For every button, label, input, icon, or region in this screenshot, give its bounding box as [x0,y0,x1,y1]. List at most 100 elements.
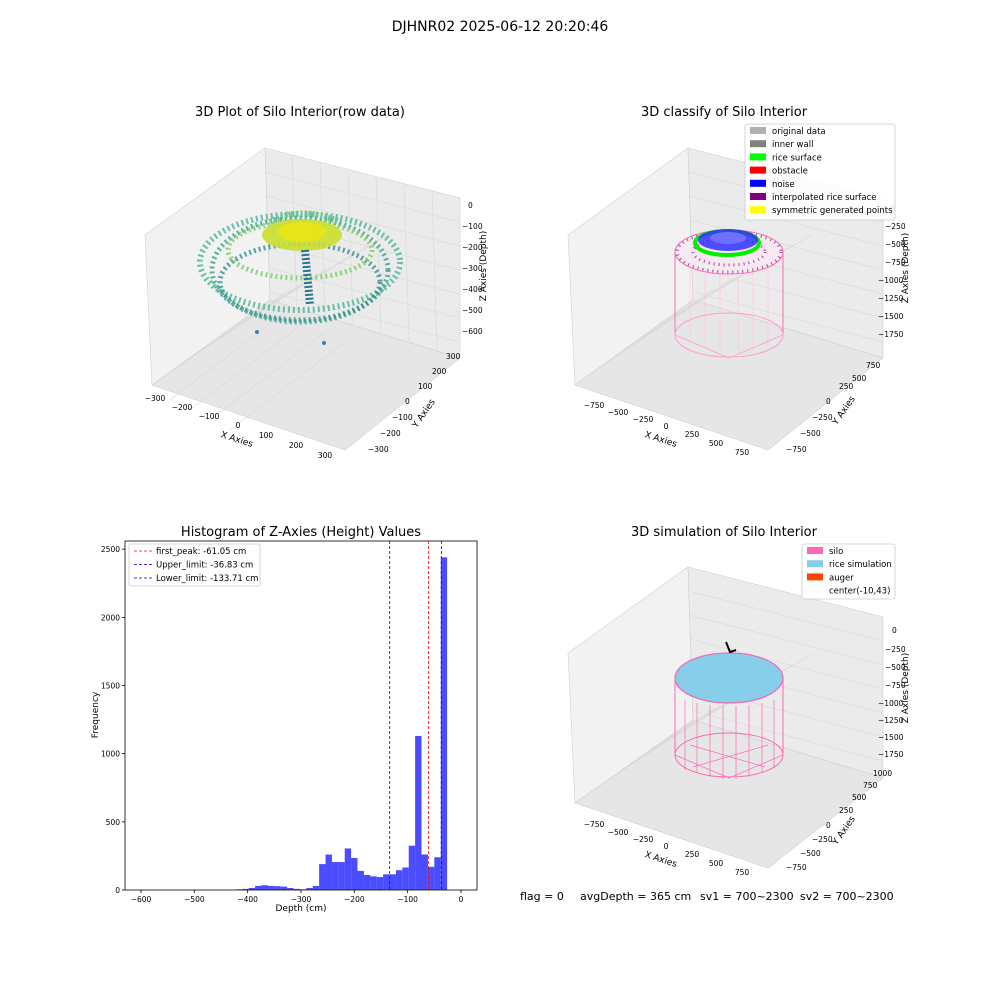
x-tick: −100 [199,412,220,421]
y-tick: 300 [446,352,461,361]
sv1-text: sv1 = 700~2300 [700,890,794,903]
histogram-bar [344,848,352,890]
histogram-bar [331,862,339,890]
panel-sim-x-label: X Axies [643,850,678,870]
z-tick: −750 [885,681,906,690]
y-tick: 750 [863,781,878,790]
panel-histogram: Histogram of Z-Axies (Height) Values −60… [91,525,478,914]
legend-swatch [807,573,823,581]
y-tick: −300 [368,445,389,454]
legend-label: Upper_limit: -36.83 cm [156,561,253,571]
panel-raw-y-ticks: −300 −200 −100 0 100 200 300 [368,352,461,454]
histogram-bar [440,557,448,890]
y-tick: 200 [432,367,447,376]
panel-classify-y-label: Y Axies [830,394,858,427]
y-tick: −500 [800,429,821,438]
x-tick-label: −100 [397,895,418,904]
legend-label: center(-10,43) [829,587,890,597]
panel-raw-pointcloud [197,210,403,345]
z-tick: −1250 [878,716,904,725]
z-tick: −200 [462,243,483,252]
figure-title: DJHNR02 2025-06-12 20:20:46 [392,19,609,35]
x-tick: 0 [664,842,669,851]
histogram-bar [235,889,243,890]
histogram-bar [427,866,435,890]
y-tick: 500 [852,374,867,383]
z-tick: −1000 [878,699,904,708]
y-tick: −500 [800,849,821,858]
y-tick: −250 [812,413,833,422]
y-tick-label: 0 [115,886,120,895]
histogram-y-ticks: 0 500 1000 1500 2000 2500 [101,545,125,895]
avg-depth-text: avgDepth = 365 cm [580,890,691,903]
panel-raw-x-ticks: −300 −200 −100 0 100 200 300 [145,394,333,460]
histogram-bar [299,889,307,890]
auger-icon [725,641,737,654]
panel-classify-legend: original data inner wall rice surface obsta… [744,123,896,221]
legend-label: silo [829,547,843,557]
legend-label: inner wall [772,140,813,150]
z-tick: 0 [892,626,897,635]
sv2-text: sv2 = 700~2300 [800,890,894,903]
x-tick: 0 [664,422,669,431]
panel-classify-x-ticks: −750 −500 −250 0 250 500 750 [584,401,750,457]
x-tick: −500 [608,828,629,837]
legend-label: symmetric generated points [772,206,893,216]
histogram-bar [280,886,288,890]
panel-sim-x-ticks: −750 −500 −250 0 250 500 750 [584,820,750,877]
histogram-title: Histogram of Z-Axies (Height) Values [181,525,421,540]
panel-classify-3d: 3D classify of Silo Interior [567,105,911,457]
legend-label: auger [829,573,854,583]
y-tick: 250 [839,382,854,391]
x-tick-label: −400 [237,895,258,904]
x-tick: −750 [584,401,605,410]
z-tick: −500 [462,306,483,315]
y-tick: 1000 [873,769,892,778]
x-tick: −250 [633,835,654,844]
y-tick: 0 [826,397,831,406]
legend-label: first_peak: -61.05 cm [156,547,246,557]
y-tick: 0 [826,821,831,830]
x-tick: 750 [735,448,750,457]
z-tick: −1250 [878,294,904,303]
histogram-bar [389,874,396,890]
histogram-x-label: Depth (cm) [275,904,326,914]
legend-swatch [750,193,766,200]
panel-raw-title: 3D Plot of Silo Interior(row data) [195,105,405,120]
y-tick: 750 [866,361,881,370]
legend-swatch [750,166,766,174]
x-tick-label: −500 [184,895,205,904]
legend-swatch [807,560,823,568]
histogram-legend: first_peak: -61.05 cm Upper_limit: -36.83… [128,543,261,587]
x-tick: 100 [259,431,274,440]
panel-sim-z-label: Z Axies (Depth) [901,653,911,724]
histogram-bar [325,854,332,890]
legend-swatch [750,127,766,134]
x-tick: 0 [236,421,241,430]
y-tick-label: 1500 [101,682,120,691]
legend-label: rice simulation [829,560,892,570]
histogram-bar [376,877,384,890]
x-tick: −300 [145,394,166,403]
legend-label: original data [772,127,826,137]
histogram-lines [389,541,442,890]
legend-label: interpolated rice surface [772,193,877,203]
x-tick: 250 [685,850,700,859]
panel-classify-y-ticks: −750 −500 −250 0 250 500 750 [786,361,881,454]
histogram-bar [408,845,416,890]
histogram-bar [370,876,377,890]
legend-swatch [750,140,766,148]
histogram-bar [402,867,409,890]
panel-sim-z-ticks: 0 −250 −500 −750 −1000 −1250 −1500 −1750 [878,626,906,759]
histogram-bar [421,854,428,890]
panel-sim-legend: silo rice simulation auger center(-10,43) [801,543,896,600]
histogram-bar [434,857,441,890]
panel-sim-cylinder [674,641,784,779]
y-tick: −100 [392,413,413,422]
z-tick: −1500 [878,733,904,742]
z-tick: −1750 [878,750,904,759]
x-tick: −200 [172,403,193,412]
legend-label: noise [772,180,795,190]
panel-classify-z-label: Z Axies (Depth) [901,233,911,304]
z-tick: −400 [462,285,483,294]
